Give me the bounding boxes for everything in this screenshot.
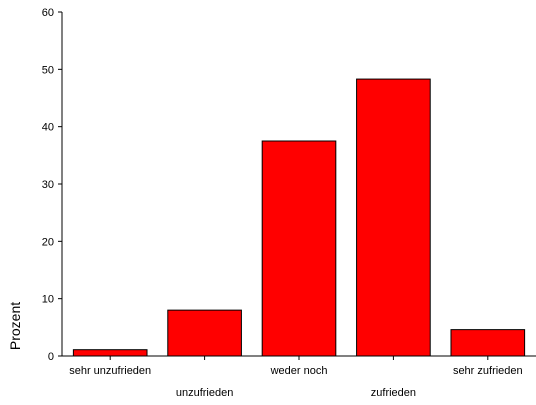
bar-sehr-zufrieden xyxy=(450,329,526,357)
x-category-label: unzufrieden xyxy=(176,387,234,399)
bar-zufrieden xyxy=(356,78,431,357)
y-tick-label: 60 xyxy=(42,7,54,19)
bar-sehr-unzufrieden xyxy=(72,349,148,357)
y-tick-label: 50 xyxy=(42,64,54,76)
x-category-label: zufrieden xyxy=(371,387,416,399)
y-tick-label: 30 xyxy=(42,179,54,191)
y-ticks-group: 0 10 20 30 40 50 60 xyxy=(42,7,62,363)
y-tick-label: 40 xyxy=(42,122,54,134)
y-tick-label: 10 xyxy=(42,294,54,306)
bar-weder-noch xyxy=(261,140,337,357)
y-tick-label: 0 xyxy=(48,351,54,363)
y-tick-label: 20 xyxy=(42,236,54,248)
x-category-label: sehr zufrieden xyxy=(453,365,523,377)
x-category-label: sehr unzufrieden xyxy=(69,365,151,377)
x-category-label: weder noch xyxy=(270,365,328,377)
y-axis-title: Prozent xyxy=(7,302,23,350)
bars-group xyxy=(72,78,526,357)
bar-unzufrieden xyxy=(167,309,242,357)
x-ticks-group: sehr unzufrieden unzufrieden weder noch zuf… xyxy=(69,356,523,399)
